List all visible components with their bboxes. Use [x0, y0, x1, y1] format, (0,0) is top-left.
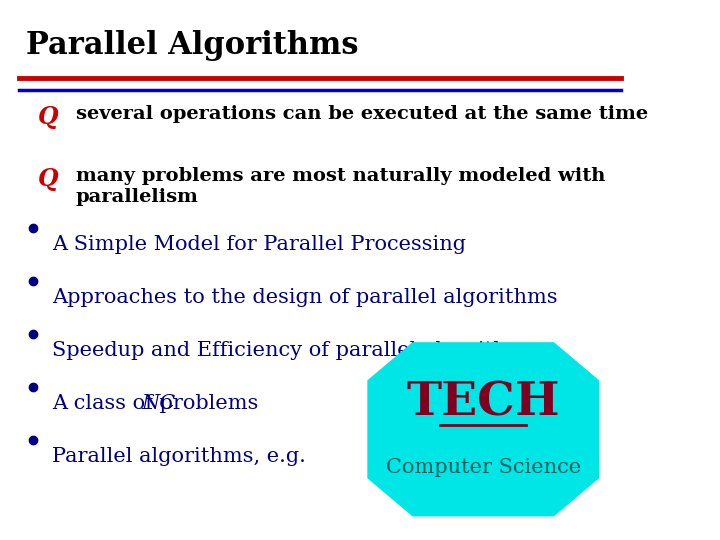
- Text: A class of problems: A class of problems: [53, 394, 259, 413]
- Text: many problems are most naturally modeled with
parallelism: many problems are most naturally modeled…: [76, 167, 605, 206]
- Text: NC: NC: [141, 394, 176, 413]
- Polygon shape: [368, 343, 598, 516]
- Text: Speedup and Efficiency of parallel algorithms: Speedup and Efficiency of parallel algor…: [53, 341, 538, 360]
- Text: Q: Q: [37, 105, 58, 129]
- Text: Parallel algorithms, e.g.: Parallel algorithms, e.g.: [53, 447, 306, 465]
- Text: A Simple Model for Parallel Processing: A Simple Model for Parallel Processing: [53, 235, 467, 254]
- Text: Computer Science: Computer Science: [386, 457, 581, 477]
- Text: several operations can be executed at the same time: several operations can be executed at th…: [76, 105, 648, 123]
- Text: Approaches to the design of parallel algorithms: Approaches to the design of parallel alg…: [53, 288, 558, 307]
- Text: TECH: TECH: [407, 379, 560, 426]
- Text: Q: Q: [37, 167, 58, 191]
- Text: Parallel Algorithms: Parallel Algorithms: [26, 30, 358, 60]
